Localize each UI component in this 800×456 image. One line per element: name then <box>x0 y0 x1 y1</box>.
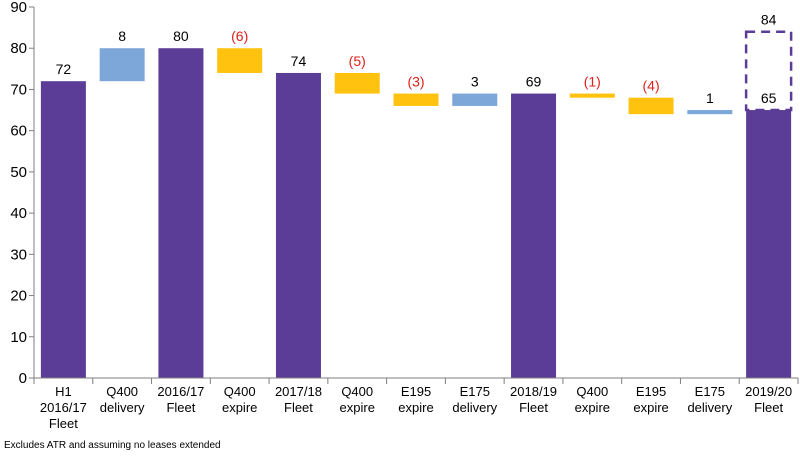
x-category-label-line: expire <box>398 400 433 415</box>
x-category-label-line: H1 <box>55 384 72 399</box>
x-category-label-line: expire <box>633 400 668 415</box>
bar-value-label: (4) <box>643 78 660 94</box>
projected-fleet-label: 84 <box>761 12 777 28</box>
y-tick-label: 90 <box>10 0 27 16</box>
bar-total <box>746 110 792 379</box>
x-category-label: 2016/17 Fleet <box>157 384 204 415</box>
x-category-label-line: Fleet <box>284 400 313 415</box>
bar-total <box>158 48 204 378</box>
bar-value-label: 3 <box>471 74 479 90</box>
x-category-label: 2019/20 Fleet <box>745 384 792 415</box>
bar-value-label: 72 <box>56 61 72 77</box>
x-category-label-line: 2016/17 <box>40 400 87 415</box>
x-category-label: Q400 expire <box>575 384 610 415</box>
y-tick-label: 80 <box>10 40 27 57</box>
x-category-label: E195 expire <box>398 384 433 415</box>
x-category-label-line: Q400 <box>341 384 373 399</box>
x-category-label: E175 delivery <box>687 384 732 415</box>
bar-decrease <box>217 48 263 73</box>
y-tick-label: 60 <box>10 123 27 140</box>
bar-value-label: 80 <box>173 28 189 44</box>
x-category-label: Q400 expire <box>340 384 375 415</box>
x-category-label-line: E195 <box>401 384 431 399</box>
bar-decrease <box>628 97 674 115</box>
bar-total <box>511 93 557 379</box>
bar-value-label: 8 <box>118 28 126 44</box>
x-category-label-line: delivery <box>687 400 732 415</box>
x-category-label-line: Q400 <box>224 384 256 399</box>
bar-total <box>275 72 321 378</box>
y-axis: 0 10 20 30 40 50 60 70 80 90 <box>10 0 35 387</box>
x-category-label-line: E195 <box>636 384 666 399</box>
x-category-label-line: expire <box>222 400 257 415</box>
y-tick-label: 20 <box>10 288 27 305</box>
bar-value-label: (6) <box>231 28 248 44</box>
x-category-label-line: 2016/17 <box>157 384 204 399</box>
x-category-label-line: E175 <box>460 384 490 399</box>
bar-value-label: 74 <box>291 53 307 69</box>
bar-decrease <box>393 93 439 106</box>
y-tick-label: 10 <box>10 329 27 346</box>
x-category-label: Q400 delivery <box>100 384 145 415</box>
x-category-label: 2018/19 Fleet <box>510 384 557 415</box>
footnote: Excludes ATR and assuming no leases exte… <box>4 440 221 451</box>
x-category-label-line: Q400 <box>106 384 138 399</box>
waterfall-chart: 0 10 20 30 40 50 60 70 80 90 72 8 80 (6) 74 (5) (3) 3 69 (… <box>10 0 799 431</box>
x-category-label-line: expire <box>575 400 610 415</box>
bar-value-label: 65 <box>761 90 777 106</box>
x-category-label: 2017/18 Fleet <box>275 384 322 415</box>
x-category-label-line: Fleet <box>519 400 548 415</box>
x-category-label-line: 2018/19 <box>510 384 557 399</box>
x-category-label: E195 expire <box>633 384 668 415</box>
y-tick-label: 70 <box>10 81 27 98</box>
x-category-label: E175 delivery <box>452 384 497 415</box>
bar-value-label: 1 <box>706 90 714 106</box>
x-category-label-line: 2019/20 <box>745 384 792 399</box>
bar-decrease <box>334 72 380 94</box>
x-category-label-line: Fleet <box>166 400 195 415</box>
bar-increase <box>99 48 145 82</box>
x-category-label-line: 2017/18 <box>275 384 322 399</box>
bar-total <box>40 81 86 378</box>
x-category-label-line: E175 <box>695 384 725 399</box>
x-category-label-line: Q400 <box>576 384 608 399</box>
x-category-label: Q400 expire <box>222 384 257 415</box>
bar-increase <box>452 93 498 106</box>
projected-fleet-dashed-box <box>744 30 793 112</box>
x-category-label-line: Fleet <box>49 416 78 431</box>
bar-decrease <box>569 93 615 98</box>
x-category-label-line: delivery <box>452 400 497 415</box>
bar-value-label: (5) <box>349 53 366 69</box>
x-category-label-line: Fleet <box>754 400 783 415</box>
bar-value-label: (3) <box>407 74 424 90</box>
y-tick-label: 40 <box>10 205 27 222</box>
y-tick-label: 0 <box>19 370 27 387</box>
bar-value-label: 69 <box>526 74 542 90</box>
y-tick-label: 50 <box>10 164 27 181</box>
bar-value-label: (1) <box>584 74 601 90</box>
x-category-label-line: delivery <box>100 400 145 415</box>
y-tick-label: 30 <box>10 246 27 263</box>
bar-increase <box>687 110 733 115</box>
x-category-label-line: expire <box>340 400 375 415</box>
bars-group: 72 8 80 (6) 74 (5) (3) 3 69 (1) (4) 1 84 65 <box>40 12 793 379</box>
x-category-label: H1 2016/17 Fleet <box>40 384 87 431</box>
